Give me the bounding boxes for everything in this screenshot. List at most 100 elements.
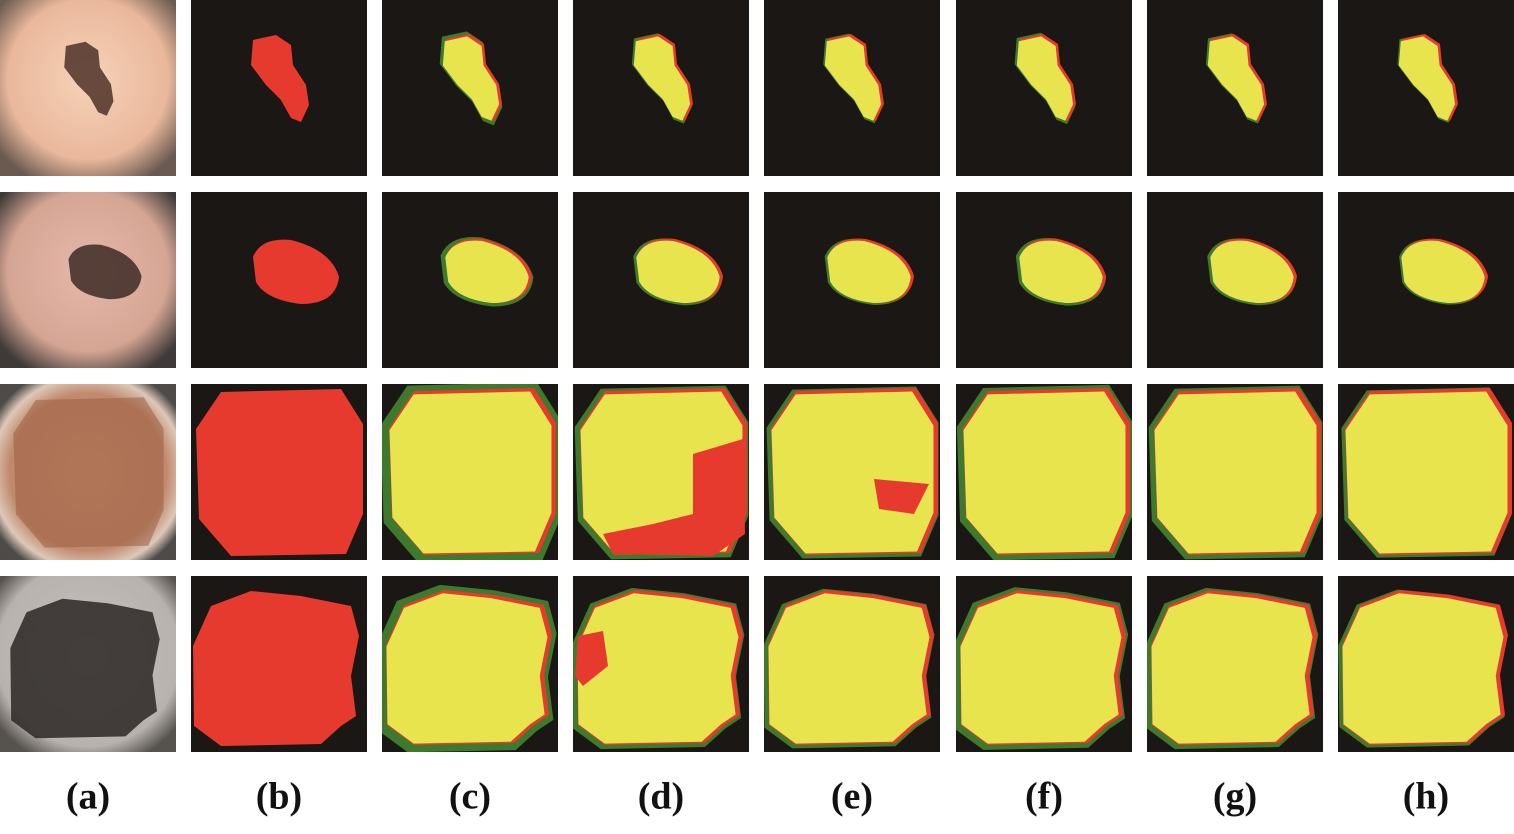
lesion [64, 41, 114, 116]
true-positive [824, 36, 882, 121]
image-cell [1338, 576, 1514, 752]
cell-content [573, 576, 749, 752]
cell-content [191, 0, 367, 176]
true-positive [1207, 36, 1265, 121]
image-cell [191, 192, 367, 368]
image-cell [764, 0, 940, 176]
true-positive [768, 593, 930, 744]
true-positive [1151, 593, 1313, 744]
cell-content [573, 192, 749, 368]
image-cell [191, 576, 367, 752]
image-cell [1338, 0, 1514, 176]
column-label: (f) [1025, 776, 1063, 818]
cell-content [1147, 576, 1323, 752]
image-cell [0, 192, 176, 368]
true-positive [960, 593, 1122, 744]
image-cell [191, 0, 367, 176]
true-positive [577, 593, 739, 744]
cell-content [0, 192, 176, 368]
image-cell [1338, 384, 1514, 560]
image-cell [573, 576, 749, 752]
ground-truth [251, 35, 309, 122]
ground-truth [253, 239, 339, 304]
cell-content [573, 384, 749, 560]
true-positive [1154, 391, 1317, 554]
cell-content [764, 576, 940, 752]
image-cell [1147, 0, 1323, 176]
cell-content [956, 576, 1132, 752]
cell-content [956, 192, 1132, 368]
cell-content [956, 384, 1132, 560]
true-positive [636, 240, 720, 304]
cell-content [0, 0, 176, 176]
cell-content [1147, 384, 1323, 560]
cell-content [0, 384, 176, 560]
missed-region [603, 439, 745, 556]
image-cell [382, 0, 558, 176]
column-label: (e) [831, 776, 873, 818]
cell-content [191, 576, 367, 752]
column-label: (d) [638, 776, 684, 818]
true-positive [1016, 36, 1074, 121]
missed-region [575, 631, 608, 686]
column-label: (b) [256, 776, 302, 818]
true-positive [1345, 391, 1508, 554]
true-positive [445, 240, 529, 304]
cell-content [191, 192, 367, 368]
image-cell [382, 384, 558, 560]
true-positive [827, 240, 911, 304]
cell-content [956, 0, 1132, 176]
cell-content [764, 384, 940, 560]
image-cell [573, 0, 749, 176]
cell-content [1338, 192, 1514, 368]
image-cell [956, 192, 1132, 368]
image-cell [382, 192, 558, 368]
image-cell [0, 0, 176, 176]
cell-content [191, 384, 367, 560]
image-cell [1147, 384, 1323, 560]
image-cell [764, 576, 940, 752]
cell-content [0, 576, 176, 752]
cell-content [382, 192, 558, 368]
image-cell [573, 192, 749, 368]
image-cell [1147, 192, 1323, 368]
column-label: (c) [449, 776, 491, 818]
cell-content [382, 0, 558, 176]
cell-content [1338, 0, 1514, 176]
cell-content [1147, 192, 1323, 368]
lesion [68, 244, 142, 300]
column-label: (g) [1213, 776, 1257, 818]
column-label: (h) [1403, 776, 1449, 818]
image-cell [764, 192, 940, 368]
image-cell [573, 384, 749, 560]
image-cell [382, 576, 558, 752]
cell-content [1147, 0, 1323, 176]
true-positive [442, 36, 500, 121]
cell-content [382, 384, 558, 560]
true-positive [1398, 36, 1456, 121]
image-cell [0, 576, 176, 752]
cell-content [764, 192, 940, 368]
image-cell [956, 384, 1132, 560]
missed-region [874, 479, 929, 514]
image-cell [191, 384, 367, 560]
image-cell [1147, 576, 1323, 752]
ground-truth [196, 389, 363, 556]
cell-content [1338, 384, 1514, 560]
image-cell [1338, 192, 1514, 368]
column-label: (a) [66, 776, 110, 818]
true-positive [1401, 240, 1485, 304]
image-cell [956, 576, 1132, 752]
cell-content [1338, 576, 1514, 752]
lesion [10, 598, 160, 739]
cell-content [382, 576, 558, 752]
ground-truth [193, 591, 359, 746]
true-positive [1210, 240, 1294, 304]
true-positive [1019, 240, 1103, 304]
true-positive [1342, 593, 1504, 744]
true-positive [771, 391, 934, 554]
image-cell [0, 384, 176, 560]
lesion [13, 397, 164, 548]
